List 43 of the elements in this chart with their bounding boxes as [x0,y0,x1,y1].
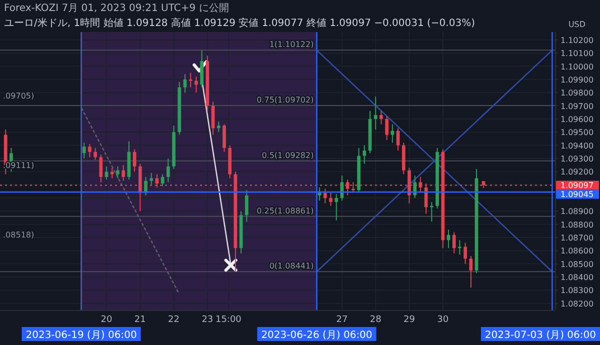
y-tick-label: 1.09300 [560,154,594,164]
y-tick-label: 1.08600 [560,246,594,256]
annotation: 0(1.08441) [269,262,314,271]
y-axis-title: USD [568,20,586,29]
ref-line-label: 1.09045 [560,190,594,200]
annotation: 0.75(1.09702) [256,96,314,105]
y-tick-label: 1.08800 [560,220,594,230]
ref-line-label: 2023-06-19 (月) 06:00 [26,330,137,341]
y-tick-label: 1.10200 [560,36,594,45]
x-tick-label: 28 [370,315,382,325]
chart-subtitle: ユーロ/米ドル, 1時間 始値 1.09128 高値 1.09129 安値 1.09077 終値 1.09097 −0.00031 (−0.03%) [4,17,476,29]
y-tick-label: 1.08900 [560,207,594,216]
x-tick-label: 22 [168,315,180,325]
y-tick-label: 1.10000 [560,62,594,72]
y-tick-label: 1.09200 [560,168,594,177]
annotation: 1(1.10122) [269,40,314,50]
y-tick-label: 1.09700 [560,102,594,111]
y-tick-label: 1.08200 [560,299,594,308]
y-tick-label: 1.09800 [560,88,594,98]
chart-title: Forex-KOZI 7月 01, 2023 09:21 UTC+9 に公開 [4,2,229,14]
x-tick-label: 30 [437,315,449,325]
x-tick-label: 21 [134,315,146,325]
x-tick-label: 15:00 [215,315,242,325]
y-tick-label: 1.09500 [560,128,594,138]
x-tick-label: 20 [100,315,113,325]
y-tick-label: 1.09400 [560,141,594,150]
x-tick-label: 29 [404,315,416,325]
annotation: .08518) [3,230,34,240]
annotation: 0.25(1.08861) [256,206,314,216]
y-tick-label: 1.08300 [560,286,594,296]
y-tick-label: 1.10100 [560,49,594,58]
y-tick-label: 1.08500 [560,260,594,269]
y-tick-label: 1.09900 [560,75,594,84]
ref-line-label: 2023-07-03 (月) 06:00 [484,330,596,341]
y-tick-label: 1.08700 [560,234,594,243]
x-tick-label: 27 [336,315,348,325]
y-tick-label: 1.09600 [560,114,594,124]
ref-line-label: 1.09097 [560,181,594,190]
ref-line-label: 2023-06-26 (月) 06:00 [261,330,372,341]
annotation: 0.5(1.09282) [262,150,314,160]
x-tick-label: 23 [202,315,214,325]
y-tick-label: 1.08400 [560,273,594,282]
annotation: .09705) [3,92,34,100]
